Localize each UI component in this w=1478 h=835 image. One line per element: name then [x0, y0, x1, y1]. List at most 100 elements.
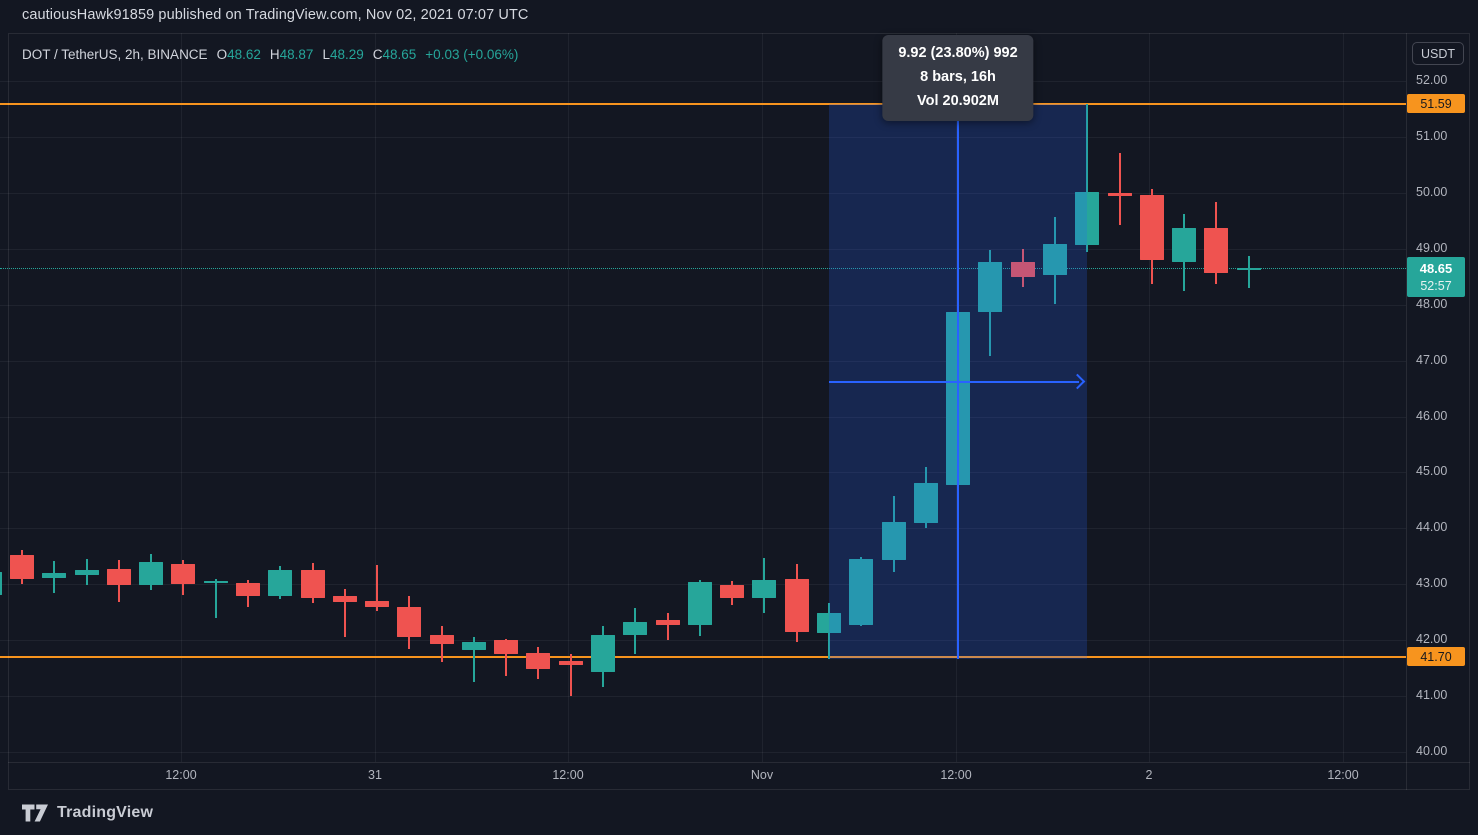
candle-body [42, 573, 67, 578]
time-tick-label: 12:00 [165, 768, 197, 782]
candle-body [1042, 244, 1067, 276]
candle-body [268, 569, 293, 597]
candle-body [817, 612, 841, 633]
time-tick-label: 12:00 [552, 768, 584, 782]
price-tick-label: 40.00 [1416, 744, 1448, 759]
price-tick-label: 43.00 [1416, 576, 1448, 591]
candle-body [429, 635, 454, 644]
candle-body [365, 601, 390, 608]
alert-price-label: 51.59 [1407, 94, 1465, 114]
candle-body [720, 584, 745, 599]
price-gridline [0, 528, 1406, 530]
candle-body [849, 559, 874, 626]
branding-footer[interactable]: TradingView [22, 799, 153, 827]
price-axis[interactable]: USDT 48.65 52:57 52.00 51.00 50.00 49.00 48.… [1407, 33, 1478, 762]
time-gridline [568, 33, 569, 762]
bar-countdown: 52:57 [1420, 279, 1452, 294]
measure-vertical-line[interactable] [957, 111, 959, 659]
candle-body [1107, 192, 1132, 197]
candle-wick [472, 637, 475, 683]
candle-body [139, 561, 164, 586]
price-tick-label: 52.00 [1416, 73, 1448, 87]
candle-body [0, 571, 2, 596]
last-price-line [0, 268, 1406, 270]
price-axis-separator [1406, 33, 1407, 790]
price-tick-label: 42.00 [1416, 632, 1448, 647]
measure-volume: Vol 20.902M [917, 93, 999, 109]
price-tick-label: 46.00 [1416, 408, 1448, 423]
price-gridline [0, 136, 1406, 138]
price-gridline [0, 360, 1406, 362]
time-gridline [1343, 33, 1344, 762]
candle-body [171, 563, 196, 584]
price-gridline [0, 472, 1406, 474]
price-gridline [0, 248, 1406, 250]
currency-toggle-button[interactable]: USDT [1412, 42, 1464, 65]
candle-wick [1247, 256, 1250, 289]
ohlc-open: O48.62 [216, 46, 261, 62]
last-price-label: 48.65 52:57 [1407, 257, 1465, 298]
time-axis-separator [8, 762, 1470, 763]
candle-wick [569, 653, 572, 697]
candle-body [74, 570, 99, 575]
time-axis[interactable]: 12:00 31 12:00 Nov 12:00 2 12:00 [0, 762, 1406, 790]
candle-body [10, 555, 34, 579]
price-gridline [0, 752, 1406, 754]
chart-pane[interactable] [0, 33, 1406, 762]
price-tick-label: 50.00 [1416, 184, 1448, 199]
price-change: +0.03 (+0.06%) [425, 46, 519, 62]
candle-body [494, 639, 519, 655]
candle-body [623, 622, 648, 635]
candle-body [526, 653, 551, 670]
measure-horizontal-line[interactable] [829, 380, 1079, 383]
ohlc-low: L48.29 [322, 46, 364, 62]
candle-body [203, 581, 228, 584]
time-tick-label: 12:00 [1327, 768, 1359, 782]
horizontal-line-drawing[interactable] [0, 102, 1406, 105]
time-tick-label: 2 [1145, 768, 1153, 782]
time-gridline [375, 33, 376, 762]
price-tick-label: 51.00 [1416, 128, 1448, 143]
candle-body [978, 261, 1003, 312]
candle-wick [1086, 103, 1089, 252]
candle-wick [1118, 152, 1121, 226]
candle-wick [505, 639, 508, 676]
candle-body [1204, 228, 1229, 274]
candle-body [1075, 191, 1100, 245]
ohlc-close: C48.65 [372, 46, 417, 62]
tradingview-brand-text: TradingView [57, 804, 154, 821]
price-gridline [0, 81, 1406, 82]
price-gridline [0, 192, 1406, 194]
candle-wick [440, 625, 443, 662]
alert-price-label: 41.70 [1407, 647, 1465, 667]
price-tick-label: 48.00 [1416, 296, 1448, 311]
candle-body [752, 579, 777, 599]
time-tick-label: 12:00 [940, 768, 972, 782]
tradingview-logo-icon [22, 802, 48, 824]
candle-body [332, 596, 357, 603]
horizontal-line-drawing[interactable] [0, 655, 1406, 658]
price-tick-label: 44.00 [1416, 520, 1448, 535]
price-tick-label: 49.00 [1416, 240, 1448, 255]
candle-body [235, 582, 260, 596]
candle-wick [666, 612, 669, 641]
publish-text: cautiousHawk91859 published on TradingVi… [22, 7, 529, 23]
candle-body [591, 634, 616, 673]
candle-body [1139, 195, 1164, 261]
price-tick-label: 45.00 [1416, 464, 1448, 479]
candle-body [784, 578, 809, 633]
candle-body [397, 606, 422, 637]
candle-body [1172, 228, 1197, 263]
time-gridline [762, 33, 763, 762]
measure-bar-count: 8 bars, 16h [920, 69, 996, 85]
price-tick-label: 41.00 [1416, 688, 1448, 703]
symbol-legend[interactable]: DOT / TetherUS, 2h, BINANCE O48.62 H48.8… [22, 45, 518, 63]
price-gridline [0, 640, 1406, 642]
candle-body [1236, 268, 1261, 270]
candle-body [1010, 261, 1035, 277]
candle-body [558, 661, 583, 666]
time-tick-label: 31 [368, 768, 382, 782]
candle-wick [376, 565, 379, 612]
price-tick-label: 47.00 [1416, 352, 1448, 367]
